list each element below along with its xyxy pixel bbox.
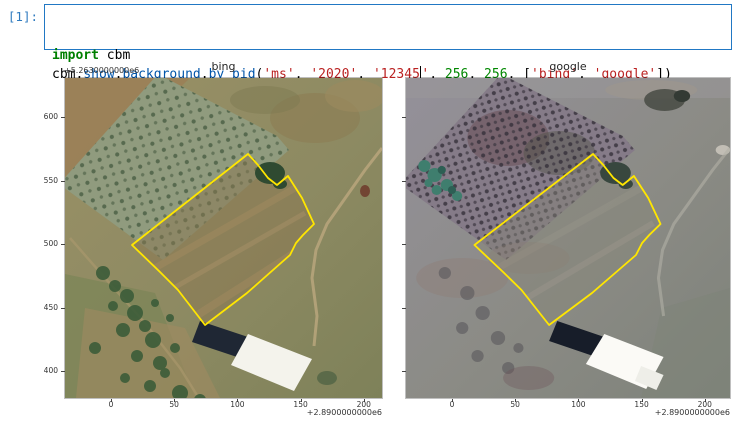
parcel-polygon xyxy=(131,153,315,326)
teal-tree-cluster xyxy=(418,160,463,201)
code-token: cbm xyxy=(98,48,131,63)
x-tick-label: 0 xyxy=(449,400,455,409)
x-tick-mark xyxy=(174,399,176,402)
cell-execution-prompt: [1]: xyxy=(7,9,38,24)
code-token: , xyxy=(468,67,485,82)
code-token: , xyxy=(294,67,311,82)
code-token: ( xyxy=(255,67,264,82)
y-tick-label: 500 xyxy=(43,239,58,248)
y-tick-mark xyxy=(402,117,406,118)
plot-title-bing: bing xyxy=(211,60,236,73)
x-tick-mark xyxy=(704,399,706,402)
y-tick-mark xyxy=(61,180,65,182)
code-token: , xyxy=(357,67,373,82)
x-axis-offset-label-google: +2.8900000000e6 xyxy=(654,408,730,417)
code-token: . xyxy=(75,67,84,82)
x-tick-mark xyxy=(363,399,365,402)
x-tick-mark xyxy=(578,399,580,402)
dark-shrub-blobs xyxy=(438,267,524,374)
y-tick-mark xyxy=(402,371,406,372)
y-axis-offset-label: +5.2630000000e6 xyxy=(64,66,140,75)
y-tick-mark xyxy=(402,244,406,245)
y-tick-label: 450 xyxy=(43,302,58,312)
google-satellite-image xyxy=(405,77,731,399)
code-token: import xyxy=(52,48,99,63)
y-tick-label: 550 xyxy=(43,175,58,185)
x-tick-label: 100 xyxy=(571,400,586,409)
code-token: , xyxy=(577,67,594,82)
y-tick-mark xyxy=(61,371,65,372)
y-tick-label: 400 xyxy=(43,366,58,375)
x-tick-mark xyxy=(300,399,302,402)
plot-title-google: google xyxy=(549,60,587,73)
x-tick-label: 50 xyxy=(169,400,179,409)
x-tick-mark xyxy=(641,399,643,402)
text-cursor xyxy=(419,66,422,80)
y-tick-mark xyxy=(61,307,65,309)
x-tick-mark xyxy=(452,399,453,402)
x-tick-label: 100 xyxy=(230,400,245,409)
x-tick-label: 50 xyxy=(510,400,520,409)
code-token: , xyxy=(429,67,445,82)
bing-satellite-image xyxy=(64,77,383,399)
x-tick-label: 0 xyxy=(108,400,114,409)
x-tick-label: 200 xyxy=(697,400,712,409)
code-token: . xyxy=(200,67,209,82)
x-tick-mark xyxy=(515,399,517,402)
y-tick-mark xyxy=(61,117,65,118)
code-token: , [ xyxy=(507,67,532,82)
code-editor[interactable]: import cbm cbm.show.background.by_pid('ms… xyxy=(44,4,732,82)
parcel-polygon xyxy=(473,153,662,326)
y-tick-mark xyxy=(402,180,406,182)
y-tick-label: 600 xyxy=(43,112,58,121)
code-token: . xyxy=(114,67,123,82)
code-token: ' xyxy=(421,67,430,82)
x-tick-label: 150 xyxy=(293,400,308,409)
x-tick-label: 150 xyxy=(634,400,649,409)
x-tick-mark xyxy=(111,399,112,402)
y-tick-mark xyxy=(61,244,65,245)
code-line: import cbm xyxy=(52,46,724,65)
tree-clusters xyxy=(89,266,206,398)
y-tick-mark xyxy=(402,307,406,309)
x-axis-offset-label-bing: +2.8900000000e6 xyxy=(306,408,382,417)
x-tick-label: 200 xyxy=(356,400,371,409)
x-tick-mark xyxy=(237,399,239,402)
